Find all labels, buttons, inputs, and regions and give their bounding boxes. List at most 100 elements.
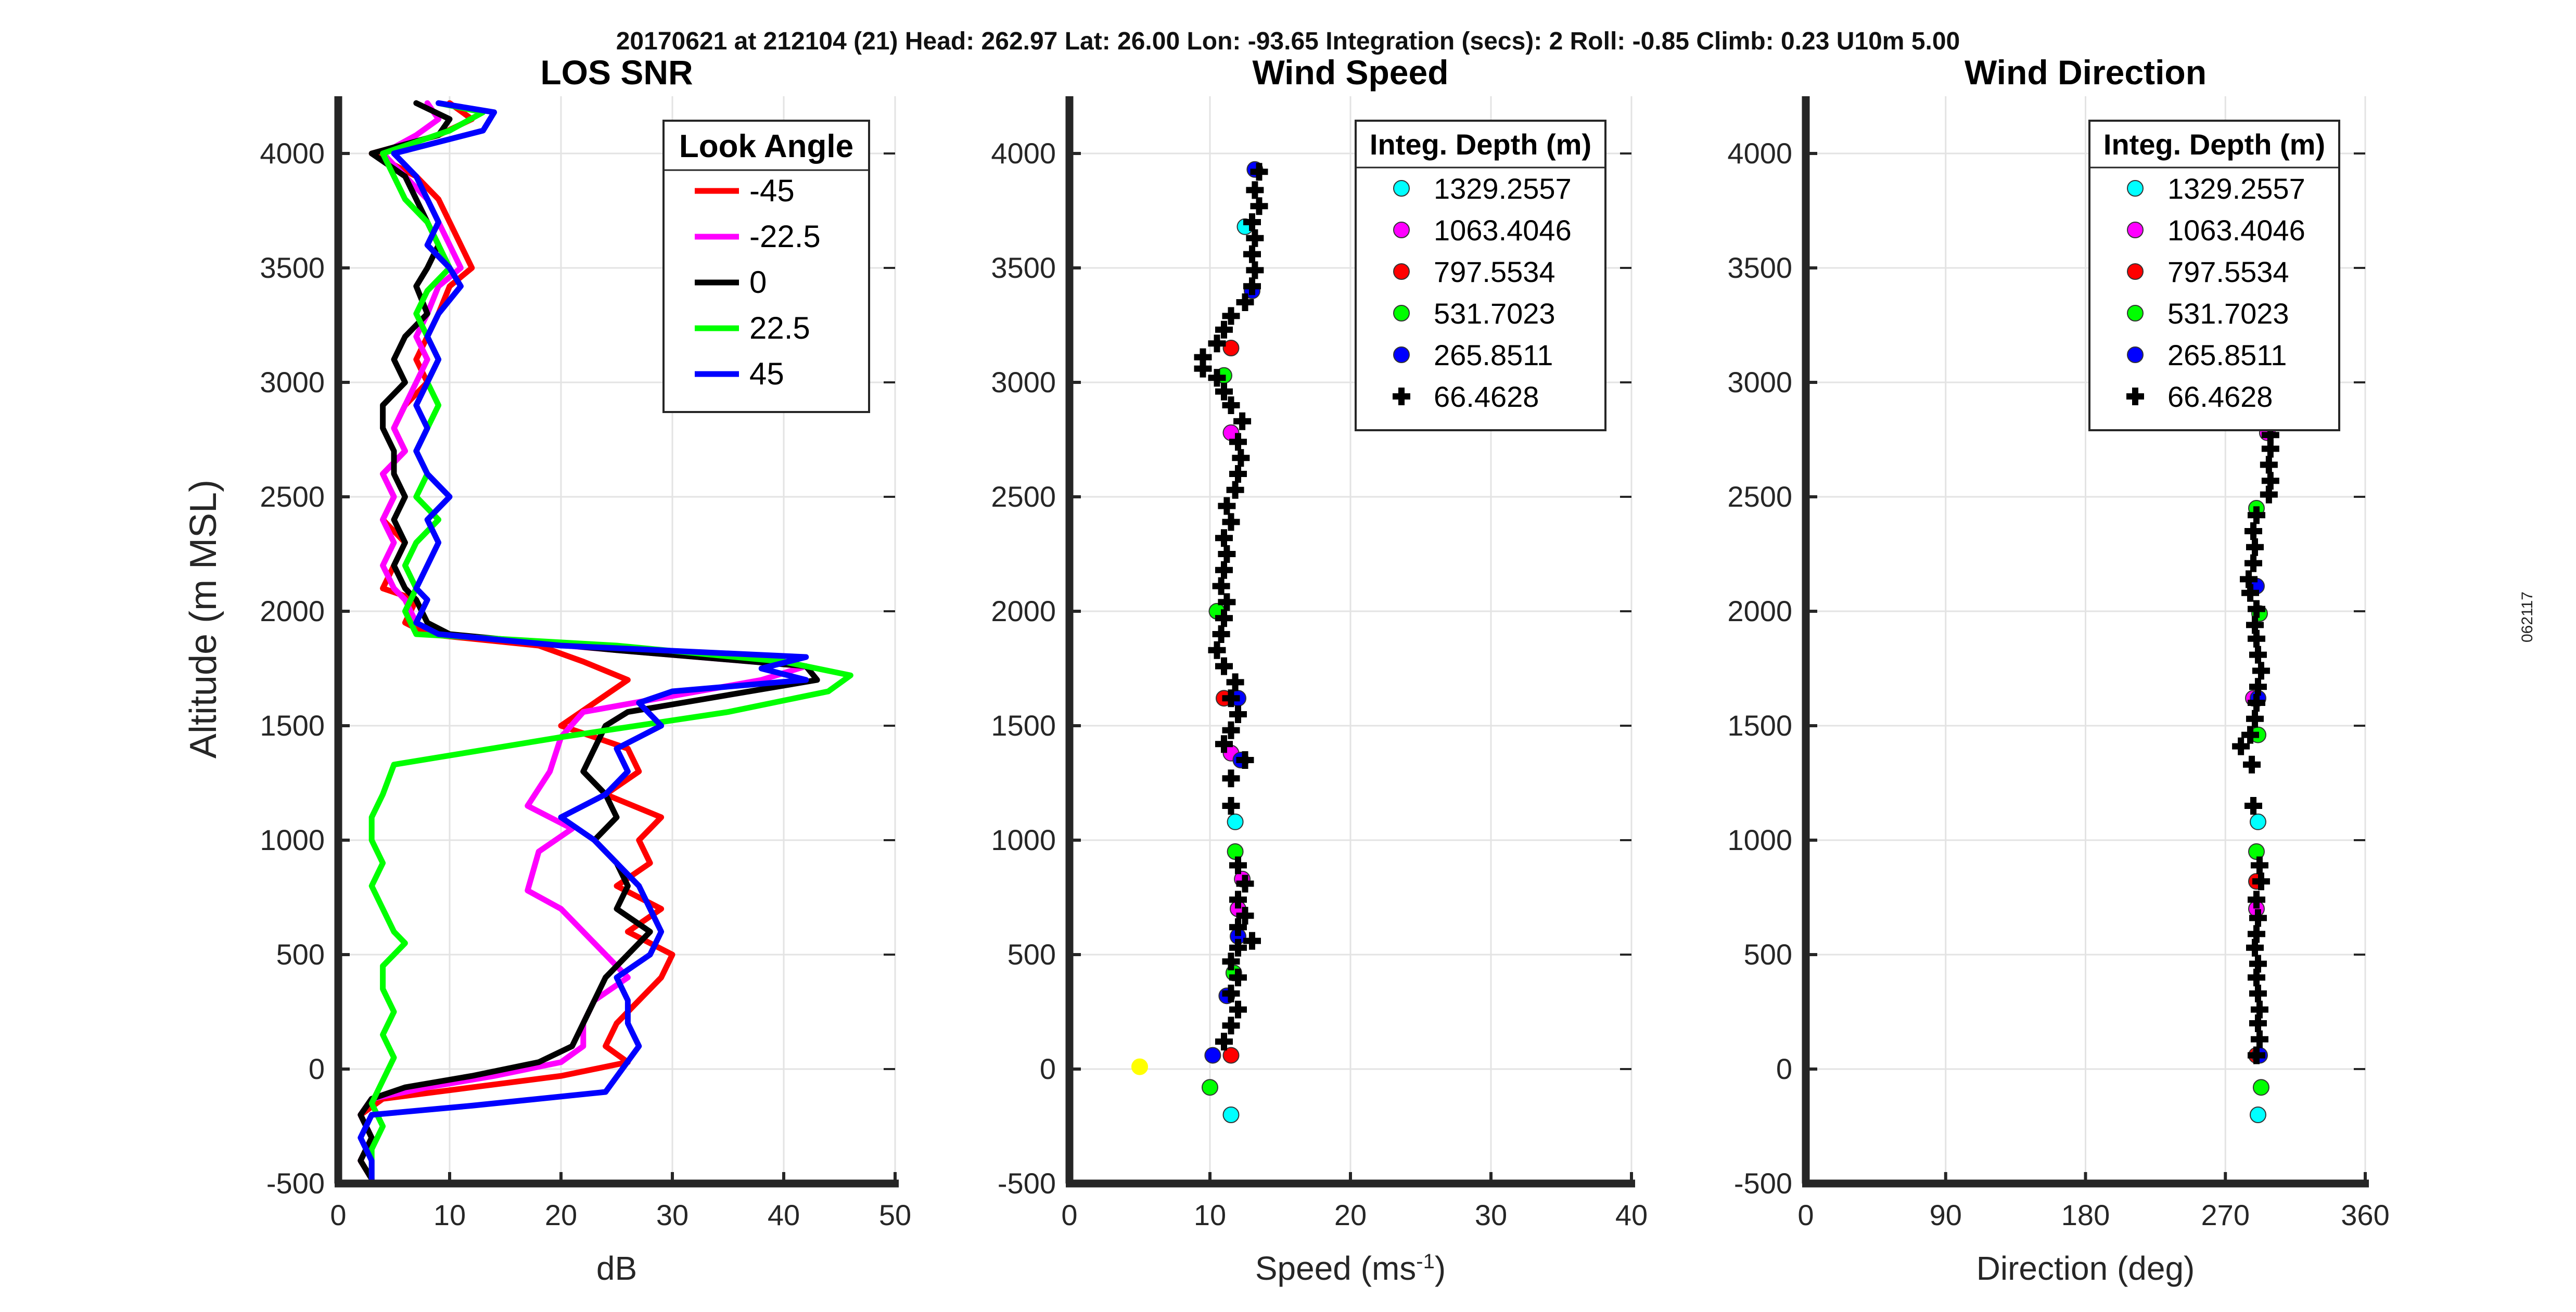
x-tick-label: 40 (768, 1199, 800, 1231)
series-66-4628-point (2249, 646, 2267, 664)
chart-title: Wind Speed (1252, 53, 1448, 92)
series-1329-2557-point (2249, 813, 2266, 830)
y-tick-label: 3000 (1727, 366, 1792, 398)
y-tick-label: 3500 (991, 251, 1056, 284)
legend-label-45: -45 (749, 173, 795, 208)
series-66-4628-point (1222, 953, 1240, 971)
y-tick-label: 0 (309, 1052, 325, 1085)
series-66-4628-point (2252, 662, 2270, 680)
series-66-4628-point (1246, 229, 1264, 247)
y-tick-label: 3500 (1727, 251, 1792, 284)
legend-swatch-66-4628 (1393, 388, 1410, 405)
legend-title: Integ. Depth (m) (1370, 128, 1591, 161)
y-tick-label: 2500 (260, 480, 325, 513)
legend-swatch-265-8511 (2127, 346, 2144, 363)
series-66-4628-point (2252, 872, 2270, 891)
series-66-4628-point (1222, 396, 1240, 414)
series-66-4628-point (1222, 1017, 1240, 1035)
series-1329-2557-point (1222, 1107, 1240, 1123)
series-66-4628-point (1215, 609, 1233, 627)
legend-swatch-531-7023 (1393, 305, 1410, 321)
legend-swatch-797-5534 (1393, 263, 1410, 280)
legend-label-1329-2557: 1329.2557 (2167, 172, 2305, 205)
x-tick-label: 50 (879, 1199, 911, 1231)
series-66-4628-point (2245, 522, 2262, 540)
series-66-4628-point (2250, 856, 2268, 874)
series-66-4628-point (1208, 369, 1226, 387)
x-tick-label: 0 (1061, 1199, 1077, 1231)
series-531-7023-point (2252, 1079, 2269, 1096)
series-66-4628-point (1222, 984, 1240, 1002)
legend-label-1329-2557: 1329.2557 (1434, 172, 1572, 205)
annotation-marker (1131, 1058, 1148, 1075)
legend-swatch-66-4628 (2126, 388, 2144, 405)
series-66-4628-point (2260, 456, 2278, 474)
series-66-4628-point (1222, 797, 1240, 815)
series-66-4628-point (1236, 907, 1254, 925)
x-axis-label-end: ) (1435, 1250, 1446, 1287)
y-tick-label: 1000 (1727, 824, 1792, 856)
series-66-4628-point (1222, 307, 1240, 325)
series-66-4628-point (1236, 293, 1254, 311)
x-tick-label: 270 (2201, 1199, 2250, 1231)
y-tick-label: 4000 (1727, 137, 1792, 170)
series-66-4628-point (1222, 689, 1240, 708)
y-tick-label: 3000 (260, 366, 325, 398)
series-66-4628-point (1229, 969, 1247, 986)
legend-swatch-1063-4046 (1393, 222, 1410, 238)
y-tick-label: 1500 (1727, 709, 1792, 742)
series-797-5534-point (1222, 1047, 1240, 1064)
x-tick-label: 180 (2061, 1199, 2110, 1231)
series-66-4628-point (1243, 932, 1261, 950)
legend-swatch-531-7023 (2127, 305, 2144, 321)
y-tick-label: 1500 (260, 709, 325, 742)
series-66-4628-point (1229, 465, 1247, 483)
y-tick-label: 500 (1744, 938, 1792, 971)
series-66-4628-point (1236, 751, 1254, 769)
legend-title: Look Angle (679, 128, 853, 164)
series-66-4628-point (1215, 561, 1233, 579)
x-tick-label: 0 (330, 1199, 346, 1231)
chart-title: Wind Direction (1965, 53, 2207, 92)
series-66-4628-point (2243, 755, 2261, 774)
x-tick-label: 360 (2341, 1199, 2389, 1231)
legend-label-797-5534: 797.5534 (2167, 255, 2289, 288)
series-66-4628-point (1215, 529, 1233, 547)
series-66-4628-point (2245, 554, 2262, 572)
x-axis-label: Direction (deg) (1976, 1250, 2195, 1287)
y-tick-label: 2000 (1727, 595, 1792, 627)
series-797-5534-point (1222, 340, 1240, 356)
series-66-4628-point (1250, 163, 1268, 181)
legend-label-22-5: -22.5 (749, 219, 821, 254)
x-tick-label: 40 (1615, 1199, 1648, 1231)
legend-swatch-1329-2557 (1393, 180, 1410, 197)
series-66-4628-point (1229, 856, 1247, 874)
legend-label-797-5534: 797.5534 (1434, 255, 1555, 288)
series-66-4628-point (1215, 1033, 1233, 1051)
legend-label-0: 0 (749, 265, 767, 300)
y-tick-label: 4000 (260, 137, 325, 170)
y-tick-label: -500 (266, 1167, 325, 1200)
x-tick-label: 10 (433, 1199, 466, 1231)
series-66-4628-point (1246, 181, 1264, 199)
series-66-4628-point (1243, 245, 1261, 263)
series-66-4628-point (2249, 909, 2267, 927)
series-66-4628-point (2249, 678, 2267, 696)
legend-swatch-1329-2557 (2127, 180, 2144, 197)
series-66-4628-point (2261, 472, 2279, 490)
series-66-4628-point (2247, 600, 2265, 618)
series-66-4628-point (1226, 481, 1244, 499)
series-66-4628-point (1243, 277, 1261, 295)
legend-label-265-8511: 265.8511 (2167, 339, 2287, 371)
chart-title: LOS SNR (540, 53, 693, 92)
series-66-4628-point (1218, 497, 1236, 515)
legend-label-66-4628: 66.4628 (2167, 380, 2273, 413)
series-66-4628-point (1215, 382, 1233, 401)
series-66-4628-point (1222, 721, 1240, 739)
x-tick-label: 10 (1194, 1199, 1226, 1231)
x-axis-label-superscript: -1 (1416, 1250, 1435, 1273)
legend-label-66-4628: 66.4628 (1434, 380, 1539, 413)
series-66-4628-point (1229, 433, 1247, 451)
